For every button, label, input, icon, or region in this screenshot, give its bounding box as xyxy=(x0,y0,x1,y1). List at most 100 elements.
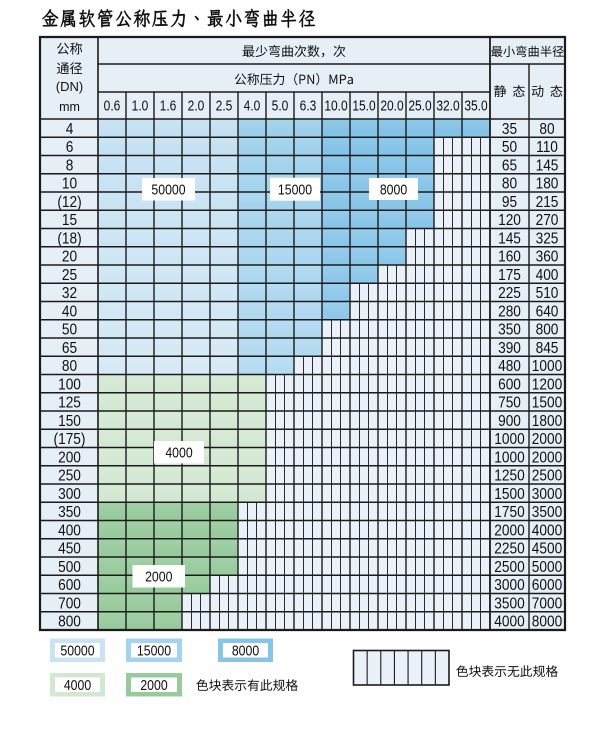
svg-text:1.0: 1.0 xyxy=(132,97,149,114)
svg-text:400: 400 xyxy=(58,522,81,539)
svg-text:510: 510 xyxy=(536,285,559,302)
svg-text:6000: 6000 xyxy=(532,577,562,594)
svg-text:750: 750 xyxy=(498,395,521,412)
svg-text:1000: 1000 xyxy=(494,449,524,466)
svg-text:845: 845 xyxy=(536,340,559,357)
svg-text:2000: 2000 xyxy=(532,431,562,448)
svg-text:2000: 2000 xyxy=(145,569,173,585)
svg-text:35.0: 35.0 xyxy=(464,97,488,114)
svg-text:0.6: 0.6 xyxy=(104,97,121,114)
svg-text:325: 325 xyxy=(536,230,559,247)
svg-text:1500: 1500 xyxy=(494,486,524,503)
svg-text:15: 15 xyxy=(62,212,77,229)
svg-text:3000: 3000 xyxy=(532,486,562,503)
svg-text:7000: 7000 xyxy=(532,595,562,612)
svg-text:65: 65 xyxy=(502,157,517,174)
svg-text:2000: 2000 xyxy=(532,449,562,466)
svg-text:15000: 15000 xyxy=(278,181,313,197)
svg-text:80: 80 xyxy=(539,121,554,138)
svg-text:(18): (18) xyxy=(57,230,81,247)
svg-text:400: 400 xyxy=(536,267,559,284)
svg-text:3500: 3500 xyxy=(494,595,524,612)
svg-text:10.0: 10.0 xyxy=(324,97,348,114)
svg-text:4000: 4000 xyxy=(64,677,92,693)
svg-text:1500: 1500 xyxy=(532,395,562,412)
svg-text:50: 50 xyxy=(502,139,517,156)
svg-text:2000: 2000 xyxy=(494,522,524,539)
svg-text:1750: 1750 xyxy=(494,504,524,521)
svg-text:360: 360 xyxy=(536,249,559,266)
svg-text:3500: 3500 xyxy=(532,504,562,521)
svg-text:15000: 15000 xyxy=(137,643,172,659)
svg-text:900: 900 xyxy=(498,413,521,430)
svg-text:600: 600 xyxy=(498,376,521,393)
svg-text:2250: 2250 xyxy=(494,541,524,558)
svg-text:280: 280 xyxy=(498,303,521,320)
svg-text:125: 125 xyxy=(58,395,81,412)
svg-text:390: 390 xyxy=(498,340,521,357)
svg-text:4000: 4000 xyxy=(532,522,562,539)
svg-text:40: 40 xyxy=(62,303,77,320)
svg-text:250: 250 xyxy=(58,468,81,485)
svg-text:50000: 50000 xyxy=(60,643,95,659)
svg-text:5000: 5000 xyxy=(532,559,562,576)
svg-text:8000: 8000 xyxy=(232,643,260,659)
svg-text:25: 25 xyxy=(62,267,77,284)
svg-text:1800: 1800 xyxy=(532,413,562,430)
svg-text:640: 640 xyxy=(536,303,559,320)
svg-text:(DN): (DN) xyxy=(56,79,83,94)
svg-text:2.0: 2.0 xyxy=(188,97,205,114)
svg-text:120: 120 xyxy=(498,212,521,229)
svg-text:480: 480 xyxy=(498,358,521,375)
svg-text:160: 160 xyxy=(498,249,521,266)
svg-text:4: 4 xyxy=(66,121,74,138)
svg-text:100: 100 xyxy=(58,376,81,393)
svg-text:50000: 50000 xyxy=(151,182,186,198)
svg-text:4000: 4000 xyxy=(494,614,524,631)
svg-text:65: 65 xyxy=(62,340,77,357)
svg-text:(12): (12) xyxy=(57,194,81,211)
svg-text:225: 225 xyxy=(498,285,521,302)
svg-text:15.0: 15.0 xyxy=(352,97,376,114)
svg-text:3000: 3000 xyxy=(494,577,524,594)
svg-text:2000: 2000 xyxy=(140,677,168,693)
svg-text:600: 600 xyxy=(58,577,81,594)
svg-text:110: 110 xyxy=(536,139,558,156)
svg-text:4500: 4500 xyxy=(532,541,562,558)
svg-text:8000: 8000 xyxy=(380,181,408,197)
svg-text:8000: 8000 xyxy=(532,614,562,631)
svg-text:1250: 1250 xyxy=(494,468,524,485)
svg-text:1000: 1000 xyxy=(532,358,562,375)
svg-text:450: 450 xyxy=(58,541,81,558)
svg-text:80: 80 xyxy=(502,176,517,193)
svg-text:20: 20 xyxy=(62,249,77,266)
svg-text:25.0: 25.0 xyxy=(408,97,432,114)
svg-text:180: 180 xyxy=(536,176,559,193)
svg-text:8: 8 xyxy=(66,157,74,174)
svg-text:175: 175 xyxy=(498,267,521,284)
svg-text:4000: 4000 xyxy=(165,445,193,461)
svg-text:500: 500 xyxy=(58,559,81,576)
svg-text:5.0: 5.0 xyxy=(272,97,289,114)
svg-text:350: 350 xyxy=(58,504,81,521)
svg-text:mm: mm xyxy=(59,100,80,114)
svg-text:50: 50 xyxy=(62,322,77,339)
svg-text:2.5: 2.5 xyxy=(216,97,233,114)
svg-text:20.0: 20.0 xyxy=(380,97,404,114)
svg-text:150: 150 xyxy=(58,413,81,430)
svg-text:300: 300 xyxy=(58,486,81,503)
svg-text:2500: 2500 xyxy=(532,468,562,485)
svg-text:1200: 1200 xyxy=(532,376,562,393)
svg-text:200: 200 xyxy=(58,449,81,466)
svg-text:80: 80 xyxy=(62,358,77,375)
svg-text:1.6: 1.6 xyxy=(160,97,177,114)
svg-text:145: 145 xyxy=(498,230,521,247)
svg-text:32.0: 32.0 xyxy=(436,97,460,114)
svg-text:95: 95 xyxy=(502,194,517,211)
svg-text:270: 270 xyxy=(536,212,559,229)
svg-text:32: 32 xyxy=(62,285,77,302)
svg-text:6: 6 xyxy=(66,139,74,156)
svg-text:350: 350 xyxy=(498,322,521,339)
svg-text:4.0: 4.0 xyxy=(244,97,261,114)
svg-text:800: 800 xyxy=(536,322,559,339)
